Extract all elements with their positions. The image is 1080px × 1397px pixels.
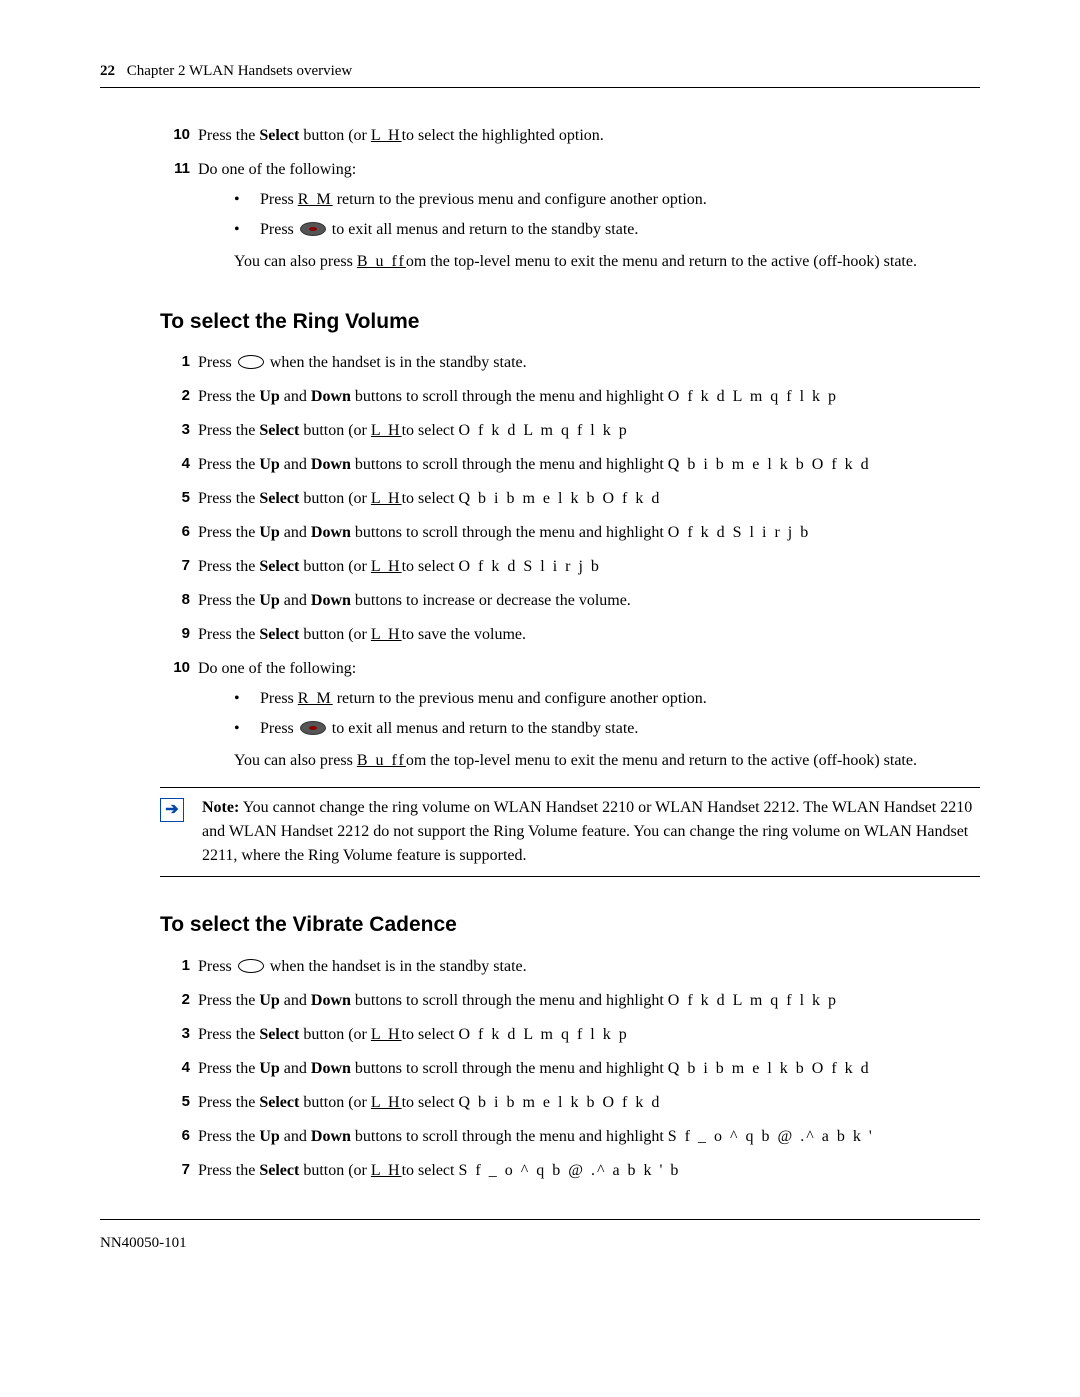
step-number: 9 (160, 623, 190, 647)
bullet-list: •Press R M return to the previous menu a… (234, 687, 980, 741)
note-arrow-icon: ➔ (160, 798, 184, 822)
step-item: 3 Press the Select button (or L Hto selec… (160, 419, 980, 443)
step-number: 2 (160, 989, 190, 1013)
top-continued-steps: 10 Press the Select button (or L Hto sel… (160, 124, 980, 274)
step-text: Press the Select button (or L Hto select… (198, 1023, 980, 1047)
end-button-icon (300, 721, 326, 735)
step-text: Do one of the following:•Press R M retur… (198, 657, 980, 773)
step-text: Press the Up and Down buttons to increas… (198, 589, 980, 613)
step-10-top: 10 Press the Select button (or L Hto sel… (160, 124, 980, 148)
menu-button-icon (238, 355, 264, 369)
step-item: 6 Press the Up and Down buttons to scroll… (160, 521, 980, 545)
note-rule-bottom (160, 876, 980, 877)
step-11-top: 11 Do one of the following: • Press R M … (160, 158, 980, 274)
step-text: Press the Select button (or L Hto select… (198, 487, 980, 511)
step-paragraph: You can also press B u ffom the top-leve… (234, 250, 980, 274)
step-text: Press the Up and Down buttons to scroll … (198, 453, 980, 477)
bullet-item: • Press to exit all menus and return to … (234, 218, 980, 242)
bullet-item: •Press R M return to the previous menu a… (234, 687, 980, 711)
step-number: 8 (160, 589, 190, 613)
step-number: 1 (160, 351, 190, 375)
step-number: 2 (160, 385, 190, 409)
section-ring-volume-title: To select the Ring Volume (160, 306, 980, 338)
vibrate-cadence-steps: 1 Press when the handset is in the standb… (160, 955, 980, 1183)
step-item: 1 Press when the handset is in the standb… (160, 351, 980, 375)
step-item: 4 Press the Up and Down buttons to scroll… (160, 453, 980, 477)
step-text: Press the Select button (or L Hto select… (198, 419, 980, 443)
step-text: Press the Up and Down buttons to scroll … (198, 989, 980, 1013)
step-number: 3 (160, 1023, 190, 1047)
bullet-item: •Press to exit all menus and return to t… (234, 717, 980, 741)
step-text: Do one of the following: • Press R M ret… (198, 158, 980, 274)
step-item: 2 Press the Up and Down buttons to scroll… (160, 989, 980, 1013)
step-number: 1 (160, 955, 190, 979)
section-vibrate-cadence-title: To select the Vibrate Cadence (160, 909, 980, 941)
step-number: 11 (160, 158, 190, 274)
step-text: Press the Select button (or L Hto select… (198, 1091, 980, 1115)
step-number: 10 (160, 124, 190, 148)
step-item: 7 Press the Select button (or L Hto selec… (160, 1159, 980, 1183)
step-text: Press the Select button (or L Hto select… (198, 555, 980, 579)
note-block: ➔ Note: You cannot change the ring volum… (160, 787, 980, 877)
page-footer: NN40050-101 (100, 1219, 980, 1255)
chapter-title: Chapter 2 WLAN Handsets overview (127, 63, 353, 79)
step-item: 4 Press the Up and Down buttons to scroll… (160, 1057, 980, 1081)
step-item: 10Do one of the following:•Press R M ret… (160, 657, 980, 773)
step-item: 5 Press the Select button (or L Hto selec… (160, 1091, 980, 1115)
step-number: 4 (160, 453, 190, 477)
step-number: 6 (160, 1125, 190, 1149)
step-text: Press the Up and Down buttons to scroll … (198, 1125, 980, 1149)
page-header: 22 Chapter 2 WLAN Handsets overview (100, 60, 980, 88)
step-item: 5 Press the Select button (or L Hto selec… (160, 487, 980, 511)
step-paragraph: You can also press B u ffom the top-leve… (234, 749, 980, 773)
step-text: Press the Select button (or L Hto save t… (198, 623, 980, 647)
step-text: Press the Select button (or L Hto select… (198, 1159, 980, 1183)
step-number: 6 (160, 521, 190, 545)
step-item: 1 Press when the handset is in the standb… (160, 955, 980, 979)
note-text: Note: You cannot change the ring volume … (202, 796, 980, 868)
menu-button-icon (238, 959, 264, 973)
step-text: Press when the handset is in the standby… (198, 955, 980, 979)
step-item: 8 Press the Up and Down buttons to increa… (160, 589, 980, 613)
step-number: 10 (160, 657, 190, 773)
step-text: Press the Up and Down buttons to scroll … (198, 521, 980, 545)
page-number: 22 (100, 63, 115, 79)
step-number: 3 (160, 419, 190, 443)
ring-volume-steps: 1 Press when the handset is in the standb… (160, 351, 980, 773)
step-text: Press the Up and Down buttons to scroll … (198, 1057, 980, 1081)
step-number: 5 (160, 1091, 190, 1115)
bullet-item: • Press R M return to the previous menu … (234, 188, 980, 212)
step-text: Press when the handset is in the standby… (198, 351, 980, 375)
step-text: Press the Up and Down buttons to scroll … (198, 385, 980, 409)
step-text: Press the Select button (or L Hto select… (198, 124, 980, 148)
end-button-icon (300, 222, 326, 236)
step-number: 4 (160, 1057, 190, 1081)
step-number: 7 (160, 1159, 190, 1183)
bullet-list: • Press R M return to the previous menu … (234, 188, 980, 242)
step-item: 7 Press the Select button (or L Hto selec… (160, 555, 980, 579)
step-item: 3 Press the Select button (or L Hto selec… (160, 1023, 980, 1047)
step-number: 7 (160, 555, 190, 579)
step-item: 9 Press the Select button (or L Hto save … (160, 623, 980, 647)
step-item: 6 Press the Up and Down buttons to scroll… (160, 1125, 980, 1149)
step-number: 5 (160, 487, 190, 511)
step-item: 2 Press the Up and Down buttons to scroll… (160, 385, 980, 409)
